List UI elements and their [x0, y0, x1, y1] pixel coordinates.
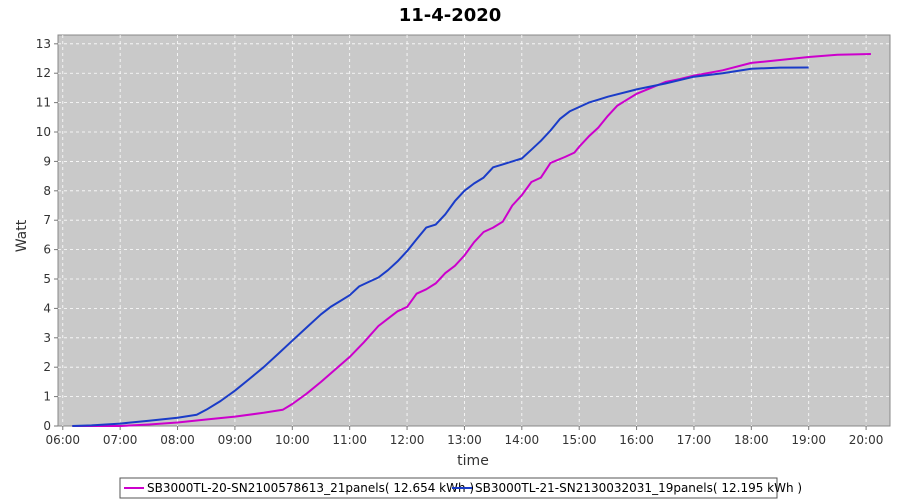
legend-box	[119, 477, 778, 499]
y-tick-label: 2	[43, 360, 51, 374]
series-line-1	[72, 53, 871, 427]
y-tick-label: 3	[43, 331, 51, 345]
y-tick-label: 12	[36, 66, 51, 80]
x-tick-label: 17:00	[677, 433, 712, 447]
y-tick-label: 0	[43, 419, 51, 433]
legend: SB3000TL-20-SN2100578613_21panels( 12.65…	[119, 477, 802, 499]
x-tick-label: 11:00	[332, 433, 367, 447]
y-tick-label: 8	[43, 184, 51, 198]
grid-lines	[58, 35, 890, 426]
legend-label-1: SB3000TL-20-SN2100578613_21panels( 12.65…	[147, 481, 474, 495]
chart-title: 11-4-2020	[399, 5, 502, 26]
y-tick-label: 1	[43, 390, 51, 404]
y-tick-label: 11	[36, 96, 51, 110]
x-tick-label: 06:00	[45, 433, 80, 447]
x-tick-label: 09:00	[218, 433, 253, 447]
y-tick-label: 6	[43, 243, 51, 257]
series-line-2	[72, 66, 809, 427]
x-tick-label: 07:00	[103, 433, 138, 447]
y-axis-label: Watt	[14, 219, 30, 252]
x-tick-label: 16:00	[619, 433, 654, 447]
y-tick-label: 10	[36, 125, 51, 139]
x-axis-label: time	[457, 453, 489, 469]
y-tick-label: 7	[43, 213, 51, 227]
x-tick-label: 18:00	[734, 433, 769, 447]
y-tick-label: 9	[43, 154, 51, 168]
x-tick-label: 14:00	[505, 433, 540, 447]
x-tick-label: 20:00	[849, 433, 884, 447]
x-tick-label: 10:00	[275, 433, 310, 447]
x-tick-label: 13:00	[447, 433, 482, 447]
y-tick-label: 5	[43, 272, 51, 286]
x-tick-label: 08:00	[160, 433, 195, 447]
x-tick-label: 19:00	[791, 433, 826, 447]
x-tick-label: 12:00	[390, 433, 425, 447]
y-tick-label: 4	[43, 301, 51, 315]
x-tick-label: 15:00	[562, 433, 597, 447]
y-tick-label: 13	[36, 37, 51, 51]
legend-label-2: SB3000TL-21-SN2130032031_19panels( 12.19…	[475, 481, 802, 495]
series-lines	[72, 53, 871, 427]
